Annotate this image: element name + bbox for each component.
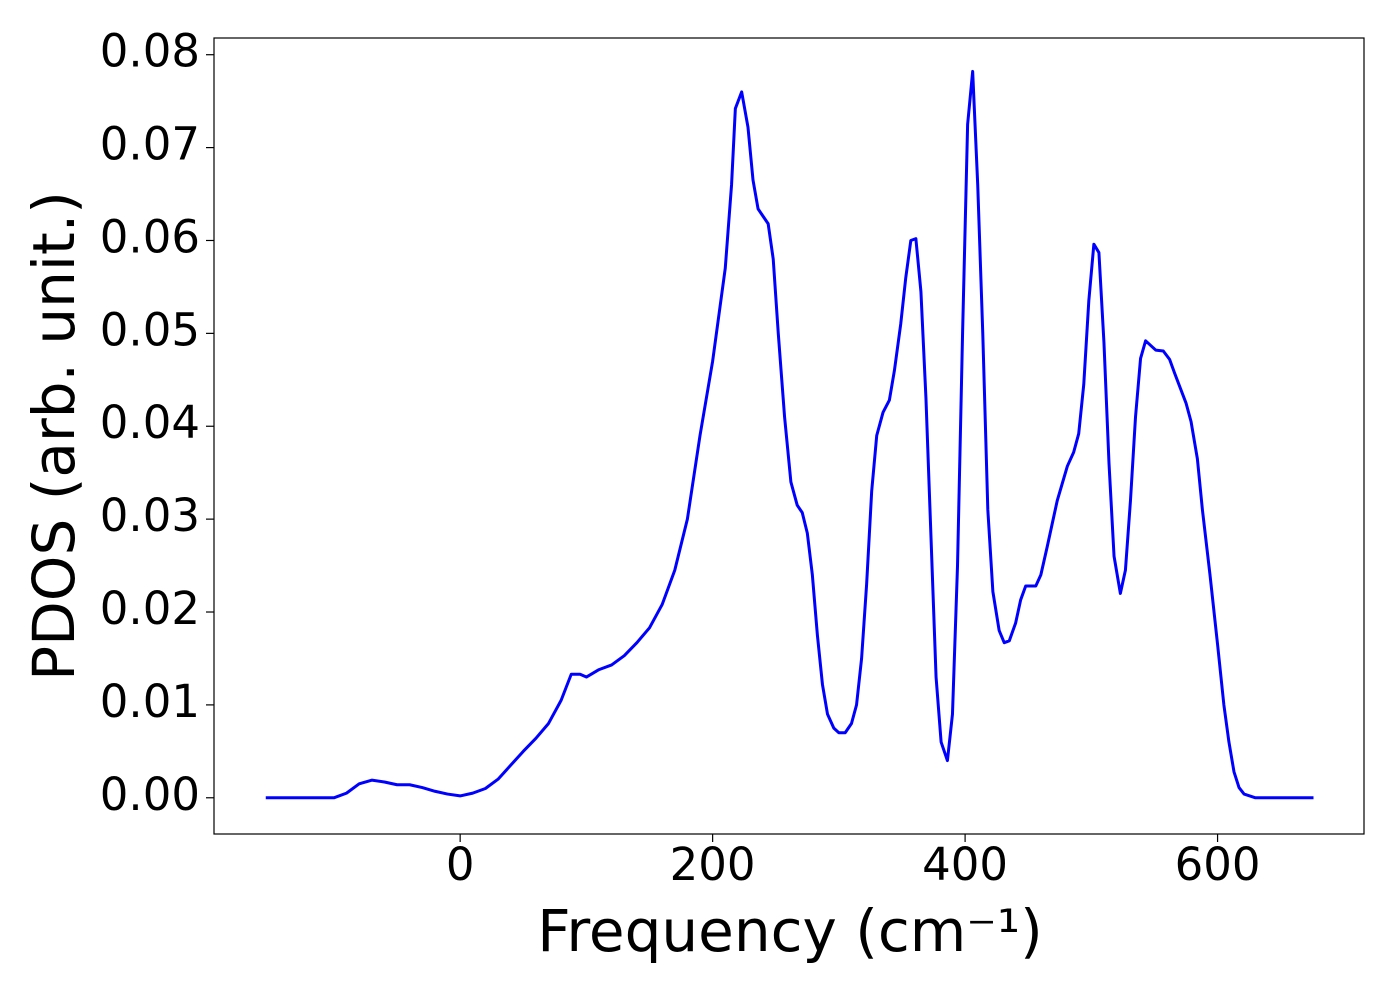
y-tick-label: 0.05	[100, 303, 200, 356]
y-tick-label: 0.01	[100, 675, 200, 728]
y-tick-label: 0.04	[100, 396, 200, 449]
x-tick-label: 600	[1175, 838, 1261, 891]
pdos-line	[265, 69, 1314, 800]
y-tick-label: 0.03	[100, 489, 200, 542]
x-tick-label: 400	[922, 838, 1008, 891]
x-axis-label: Frequency (cm⁻¹)	[537, 897, 1043, 965]
y-tick-label: 0.08	[100, 25, 200, 78]
y-tick-label: 0.00	[100, 768, 200, 821]
y-tick-label: 0.02	[100, 582, 200, 635]
plot-frame	[213, 37, 1365, 835]
x-tick-label: 0	[446, 838, 475, 891]
x-tick-label: 200	[670, 838, 756, 891]
y-tick-label: 0.06	[100, 210, 200, 263]
y-axis-label: PDOS (arb. unit.)	[20, 191, 88, 681]
y-tick-label: 0.07	[100, 118, 200, 171]
